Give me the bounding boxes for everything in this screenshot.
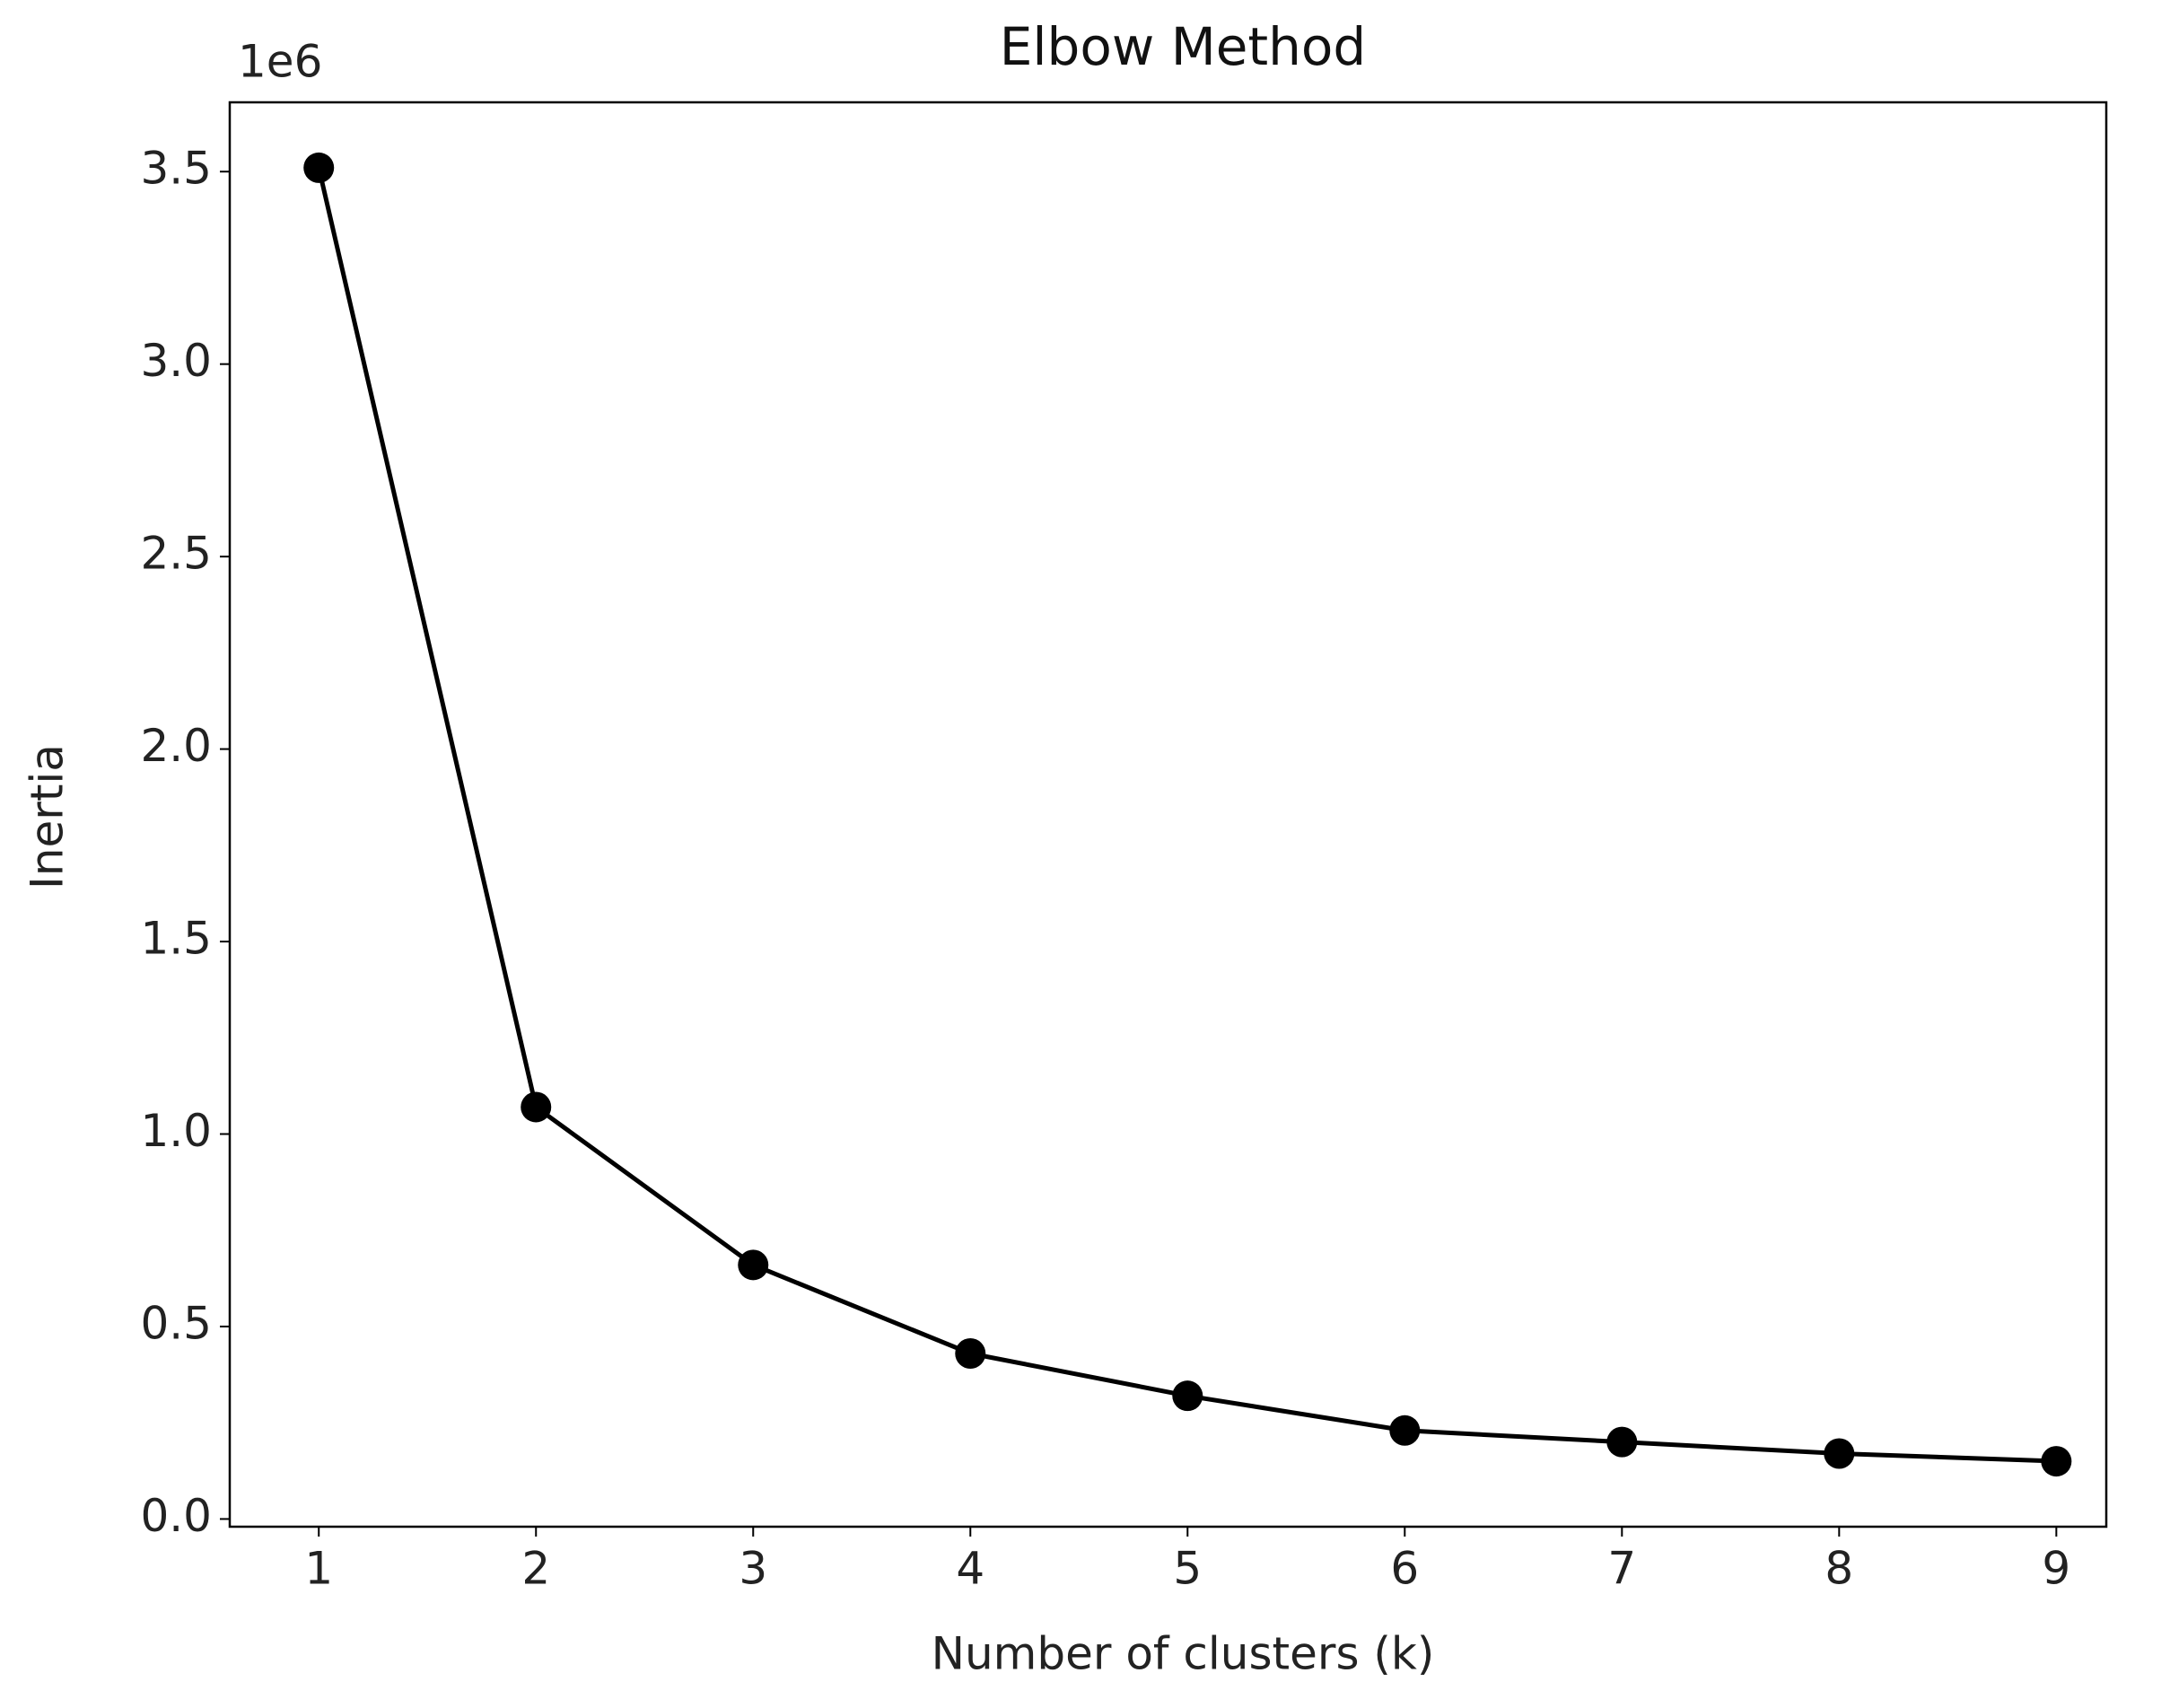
x-tick-label: 5 xyxy=(1173,1543,1202,1595)
x-axis-label: Number of clusters (k) xyxy=(932,1628,1435,1680)
x-tick-label: 6 xyxy=(1390,1543,1419,1595)
marker xyxy=(521,1091,552,1123)
y-tick-label: 3.5 xyxy=(140,143,212,195)
marker xyxy=(303,152,335,183)
marker xyxy=(1172,1380,1203,1412)
y-tick-label: 0.0 xyxy=(140,1490,212,1542)
marker xyxy=(955,1337,986,1369)
line xyxy=(316,167,2057,1464)
x-tick-label: 9 xyxy=(2042,1543,2070,1595)
y-axis-label: Inertia xyxy=(22,744,74,889)
chart-title: Elbow Method xyxy=(1000,16,1366,77)
y-tick-label: 1.0 xyxy=(140,1105,212,1157)
y-tick-label: 0.5 xyxy=(140,1297,212,1349)
plot-frame xyxy=(228,101,2108,1528)
marker xyxy=(1389,1415,1421,1446)
marker xyxy=(2041,1446,2072,1477)
x-tick-label: 1 xyxy=(304,1543,333,1595)
y-tick-label: 2.5 xyxy=(140,528,212,580)
x-tick-label: 3 xyxy=(739,1543,767,1595)
y-tick-label: 1.5 xyxy=(140,913,212,965)
x-tick-label: 4 xyxy=(956,1543,984,1595)
x-tick-label: 7 xyxy=(1607,1543,1636,1595)
x-tick-label: 8 xyxy=(1824,1543,1853,1595)
marker xyxy=(1606,1426,1638,1458)
y-tick-label: 2.0 xyxy=(140,720,212,772)
marker xyxy=(1824,1438,1855,1469)
x-tick-label: 2 xyxy=(521,1543,550,1595)
y-tick-label: 3.0 xyxy=(140,335,212,387)
marker xyxy=(738,1249,769,1281)
y-offset-label: 1e6 xyxy=(238,36,322,88)
